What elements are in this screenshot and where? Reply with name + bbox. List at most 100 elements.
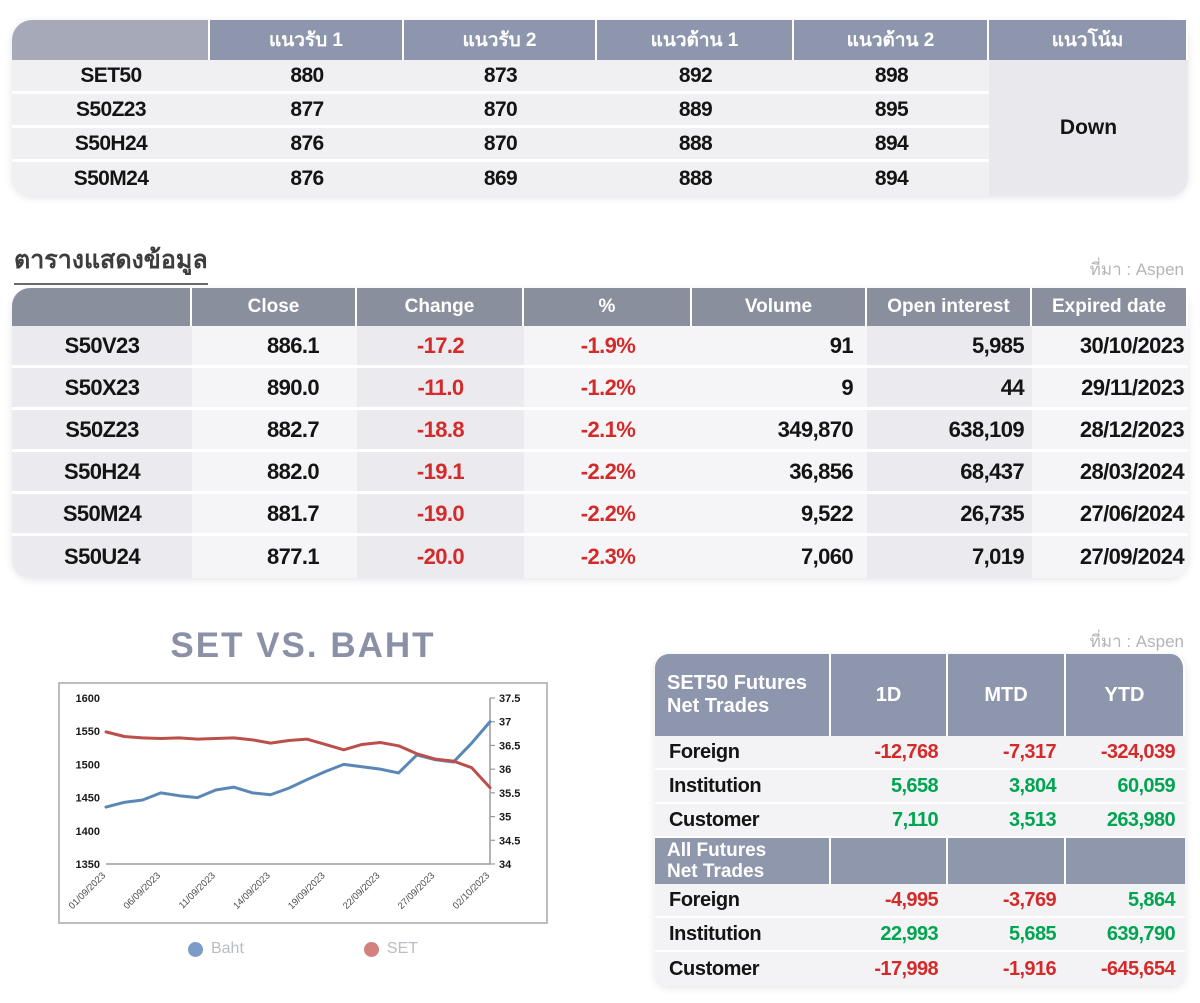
net-trades-table: SET50 Futures Net Trades 1D MTD YTD Fore…	[655, 654, 1185, 986]
open-interest-value: 7,019	[867, 536, 1032, 578]
volume-value: 349,870	[692, 410, 867, 452]
svg-text:37.5: 37.5	[499, 693, 520, 705]
svg-text:14/09/2023: 14/09/2023	[231, 870, 272, 911]
close-value: 886.1	[192, 326, 357, 368]
pct-value: -2.2%	[524, 494, 692, 536]
investor-type: Foreign	[655, 736, 831, 770]
dt-header-volume: Volume	[692, 288, 867, 326]
net-ytd-value: -645,654	[1066, 952, 1185, 986]
row-label: SET50	[12, 60, 210, 94]
expired-date-value: 27/06/2024	[1032, 494, 1188, 536]
change-value: -17.2	[357, 326, 524, 368]
support-resistance-table: แนวรับ 1 แนวรับ 2 แนวต้าน 1 แนวต้าน 2 แน…	[12, 20, 1188, 196]
support1-value: 876	[210, 162, 404, 196]
change-value: -19.0	[357, 494, 524, 536]
legend-item-baht: Baht	[187, 940, 244, 958]
svg-text:01/09/2023: 01/09/2023	[67, 870, 108, 911]
band-spacer	[948, 838, 1066, 884]
net-mtd-value: -7,317	[948, 736, 1066, 770]
svg-text:1350: 1350	[76, 859, 100, 871]
resistance2-value: 895	[794, 94, 989, 128]
resistance1-value: 888	[597, 128, 794, 162]
investor-type: Customer	[655, 952, 831, 986]
pct-value: -2.3%	[524, 536, 692, 578]
row-label: S50Z23	[12, 94, 210, 128]
close-value: 882.0	[192, 452, 357, 494]
net-1d-value: 5,658	[831, 770, 948, 804]
open-interest-value: 26,735	[867, 494, 1032, 536]
support1-value: 880	[210, 60, 404, 94]
resistance1-value: 889	[597, 94, 794, 128]
net-mtd-value: 3,804	[948, 770, 1066, 804]
support2-value: 869	[404, 162, 597, 196]
resistance2-value: 894	[794, 162, 989, 196]
levels-header-blank	[12, 20, 210, 60]
contract-name: S50X23	[12, 368, 192, 410]
dt-header-blank	[12, 288, 192, 326]
svg-text:1600: 1600	[76, 693, 100, 705]
set-series-dot-icon	[363, 941, 379, 957]
set50-header-line1: SET50 Futures	[667, 672, 808, 694]
chart-title: SET VS. BAHT	[170, 626, 436, 665]
svg-text:19/09/2023: 19/09/2023	[286, 870, 327, 911]
dt-header-open-interest: Open interest	[867, 288, 1032, 326]
legend-label-set: SET	[386, 940, 419, 957]
set-vs-baht-chart: 1600 1550 1500 1450 1400 1350 37.5 37 36.5 36 35.5…	[58, 682, 548, 924]
svg-text:37: 37	[499, 717, 511, 729]
change-value: -11.0	[357, 368, 524, 410]
pct-value: -1.9%	[524, 326, 692, 368]
open-interest-value: 638,109	[867, 410, 1032, 452]
investor-type: Customer	[655, 804, 831, 838]
expired-date-value: 29/11/2023	[1032, 368, 1188, 410]
svg-text:36: 36	[499, 764, 511, 776]
open-interest-value: 68,437	[867, 452, 1032, 494]
support2-value: 873	[404, 60, 597, 94]
col-header-mtd: MTD	[948, 654, 1066, 736]
svg-text:34.5: 34.5	[499, 835, 520, 847]
svg-text:27/09/2023: 27/09/2023	[396, 870, 437, 911]
contract-name: S50M24	[12, 494, 192, 536]
expired-date-value: 30/10/2023	[1032, 326, 1188, 368]
dt-header-expired-date: Expired date	[1032, 288, 1188, 326]
resistance1-value: 888	[597, 162, 794, 196]
col-header-1d: 1D	[831, 654, 948, 736]
contract-name: S50V23	[12, 326, 192, 368]
svg-text:11/09/2023: 11/09/2023	[177, 870, 218, 911]
support1-value: 876	[210, 128, 404, 162]
col-header-ytd: YTD	[1066, 654, 1185, 736]
net-1d-value: 7,110	[831, 804, 948, 838]
svg-text:22/09/2023: 22/09/2023	[341, 870, 382, 911]
net-ytd-value: 5,864	[1066, 884, 1185, 918]
close-value: 881.7	[192, 494, 357, 536]
legend-label-baht: Baht	[210, 940, 244, 957]
svg-text:1400: 1400	[76, 826, 100, 838]
set50-header-line2: Net Trades	[667, 695, 770, 717]
volume-value: 36,856	[692, 452, 867, 494]
svg-text:34: 34	[499, 859, 512, 871]
row-label: S50M24	[12, 162, 210, 196]
resistance1-value: 892	[597, 60, 794, 94]
volume-value: 7,060	[692, 536, 867, 578]
all-header-line1: All Futures	[667, 839, 767, 861]
dt-header-pct: %	[524, 288, 692, 326]
set50-net-trades-header: SET50 Futures Net Trades	[655, 654, 831, 736]
data-table-title: ตารางแสดงข้อมูล	[14, 240, 208, 285]
pct-value: -1.2%	[524, 368, 692, 410]
svg-text:02/10/2023: 02/10/2023	[451, 870, 492, 911]
net-1d-value: -17,998	[831, 952, 948, 986]
trend-value: Down	[989, 60, 1188, 196]
dt-header-close: Close	[192, 288, 357, 326]
levels-header-resistance1: แนวต้าน 1	[597, 20, 794, 60]
futures-data-table: Close Change % Volume Open interest Expi…	[12, 288, 1188, 578]
pct-value: -2.1%	[524, 410, 692, 452]
levels-header-support1: แนวรับ 1	[210, 20, 404, 60]
net-mtd-value: 3,513	[948, 804, 1066, 838]
source-label: ที่มา : Aspen	[1089, 632, 1184, 651]
resistance2-value: 894	[794, 128, 989, 162]
volume-value: 9,522	[692, 494, 867, 536]
band-spacer	[1066, 838, 1185, 884]
net-1d-value: -12,768	[831, 736, 948, 770]
all-futures-net-trades-header: All Futures Net Trades	[655, 838, 831, 884]
close-value: 882.7	[192, 410, 357, 452]
net-ytd-value: 60,059	[1066, 770, 1185, 804]
